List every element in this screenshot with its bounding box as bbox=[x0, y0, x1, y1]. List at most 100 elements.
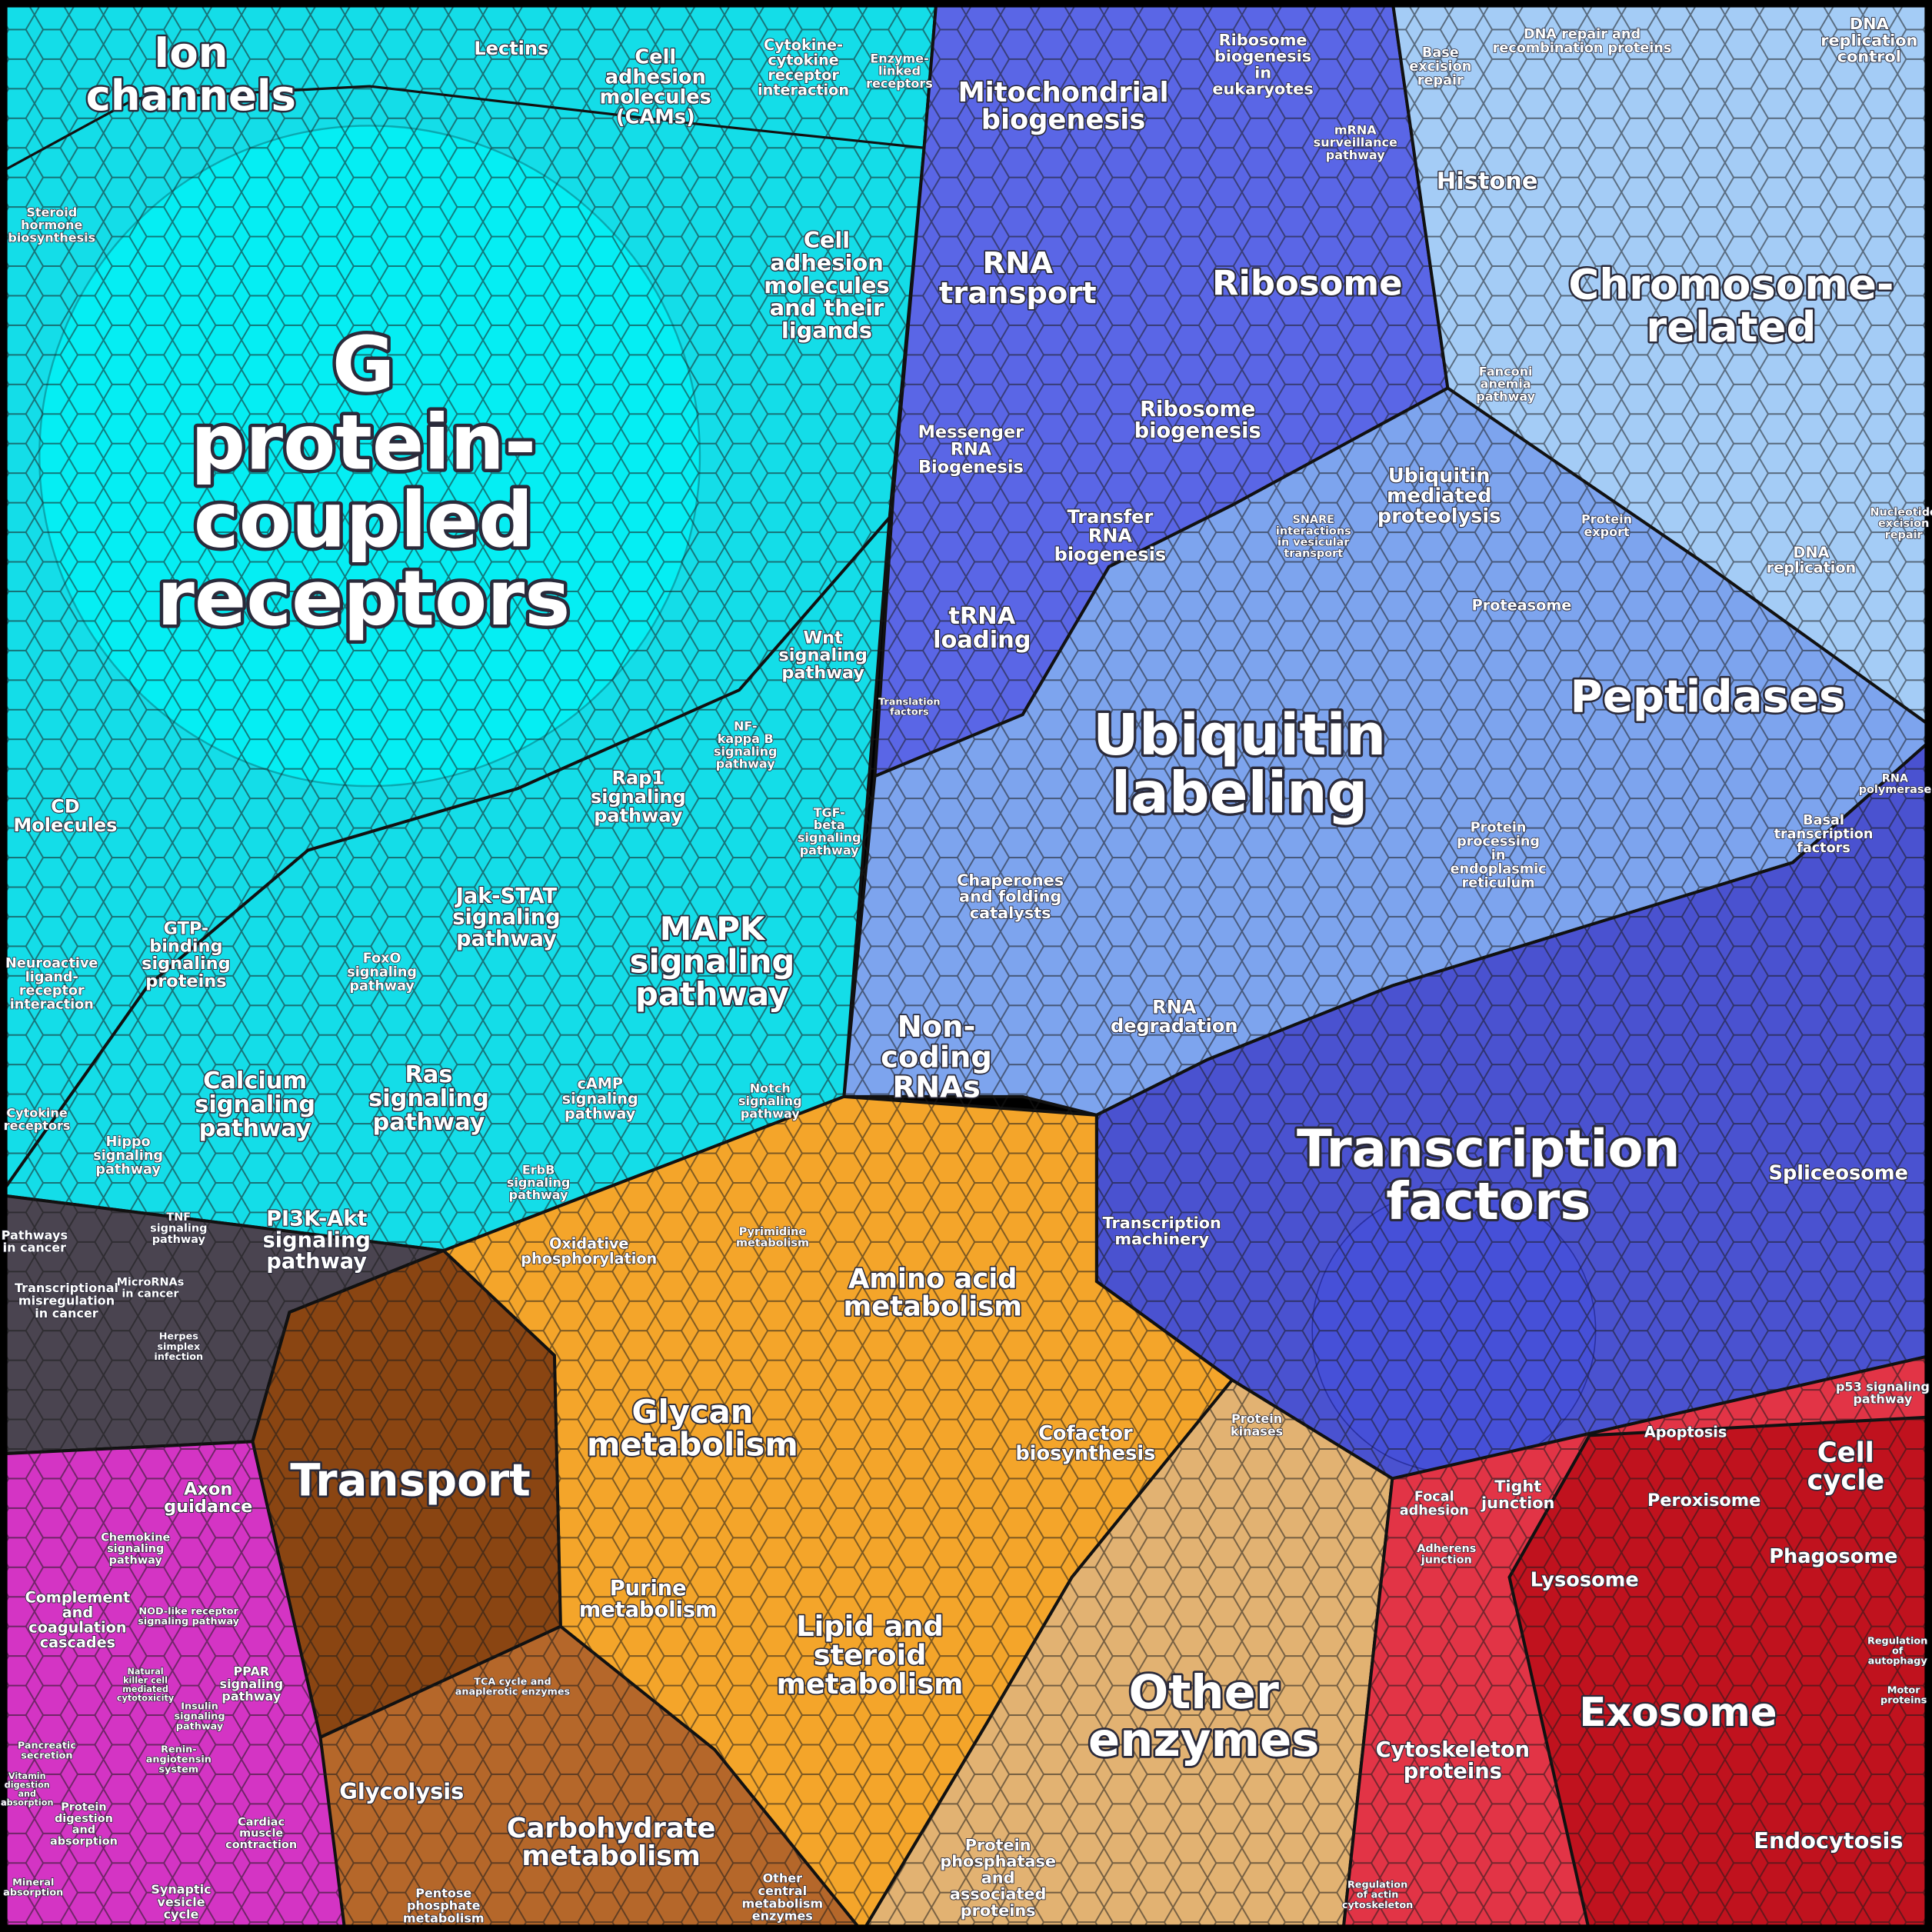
label-line: metabolism bbox=[741, 1896, 823, 1910]
label-line: degradation bbox=[1111, 1015, 1237, 1037]
region-label: Messenger RNA Biogenesis bbox=[918, 422, 1024, 478]
label-line: signaling bbox=[107, 1543, 164, 1555]
label-line: replication bbox=[1820, 31, 1917, 49]
label-line: binding bbox=[149, 936, 222, 956]
label-line: control bbox=[1837, 48, 1901, 66]
region-label: Ribosome biogenesis in eukaryotes bbox=[1212, 31, 1313, 98]
label-line: TNF bbox=[166, 1211, 191, 1224]
label-line: Nucleotide bbox=[1870, 506, 1932, 518]
label-line: pathway bbox=[222, 1689, 281, 1704]
label-line: receptors bbox=[4, 1118, 71, 1133]
label-line: RNAs bbox=[892, 1071, 980, 1105]
label-line: contraction bbox=[225, 1839, 297, 1851]
label-line: autophagy bbox=[1868, 1656, 1928, 1667]
region-label: Cofactor biosynthesis bbox=[1015, 1422, 1155, 1465]
label-line: Messenger bbox=[918, 422, 1024, 442]
label-line: Ras bbox=[405, 1061, 452, 1088]
region-label: Ribosome bbox=[1212, 263, 1402, 304]
label-line: cascades bbox=[40, 1634, 115, 1651]
label-line: factors bbox=[1797, 841, 1850, 856]
region-label: Glycan metabolism bbox=[587, 1393, 798, 1463]
label-line: signaling bbox=[562, 1090, 638, 1108]
label-line: receptors bbox=[866, 76, 933, 91]
region-label: Protein export bbox=[1581, 512, 1632, 539]
label-line: Herpes bbox=[159, 1331, 199, 1343]
label-line: Notch bbox=[750, 1081, 791, 1096]
region-label: Peptidases bbox=[1570, 671, 1845, 723]
label-line: adhesion bbox=[605, 65, 706, 88]
region-label: Basal transcription factors bbox=[1774, 813, 1874, 856]
label-line: Cardiac bbox=[238, 1816, 285, 1828]
label-line: pathway bbox=[800, 843, 859, 858]
label-line: Rap1 bbox=[612, 767, 665, 788]
region-label: Renin-angiotensin system bbox=[146, 1744, 212, 1775]
label-line: replication bbox=[1767, 558, 1856, 576]
label-line: metabolism bbox=[579, 1598, 718, 1622]
region-label: Motor proteins bbox=[1880, 1685, 1927, 1707]
label-line: Pathways bbox=[2, 1227, 68, 1242]
label-line: pathway bbox=[266, 1250, 367, 1274]
label-line: angiotensin bbox=[146, 1754, 212, 1765]
label-line: Lipid and bbox=[796, 1610, 944, 1643]
label-line: Glycan bbox=[631, 1393, 753, 1431]
label-line: pathway bbox=[781, 663, 864, 683]
label-line: Ubiquitin bbox=[1093, 703, 1386, 768]
region-label: Regulation of autophagy bbox=[1867, 1635, 1927, 1667]
region-label: ErbB signaling pathway bbox=[507, 1162, 571, 1202]
label-line: Synaptic bbox=[151, 1882, 211, 1897]
region-label: Pancreatic secretion bbox=[18, 1740, 76, 1762]
label-line: MAPK bbox=[660, 910, 766, 948]
region-label: Base excision repair bbox=[1409, 45, 1471, 88]
label-line: RNA bbox=[951, 440, 992, 460]
label-line: Other bbox=[763, 1871, 803, 1886]
label-line: mRNA bbox=[1334, 122, 1377, 137]
label-line: channels bbox=[86, 71, 296, 120]
label-line: RNA bbox=[983, 246, 1054, 281]
label-line: Translation bbox=[878, 697, 940, 708]
label-line: Phagosome bbox=[1769, 1545, 1897, 1568]
region-label: Transport bbox=[290, 1454, 531, 1506]
label-line: Cytoskeleton bbox=[1376, 1738, 1530, 1762]
label-line: pathway bbox=[594, 805, 683, 827]
region-label: SNARE interactions in vesicular transport bbox=[1276, 514, 1351, 560]
region-label: GTP-binding signaling proteins bbox=[142, 918, 230, 991]
region-label: Protein processing in endoplasmic reticulum bbox=[1451, 821, 1547, 891]
region-label: mRNA surveillance pathway bbox=[1314, 122, 1397, 162]
region-label: Nucleotide excision repair bbox=[1870, 506, 1932, 541]
label-line: and bbox=[981, 1868, 1015, 1887]
label-line: in cancer bbox=[122, 1287, 179, 1300]
label-line: molecules bbox=[764, 272, 889, 298]
label-line: cytokine bbox=[768, 51, 838, 68]
label-line: excision bbox=[1878, 518, 1929, 530]
region-label: Purine metabolism bbox=[579, 1577, 718, 1622]
label-line: cAMP bbox=[577, 1074, 622, 1092]
label-line: misregulation bbox=[18, 1294, 115, 1308]
label-line: junction bbox=[1481, 1494, 1554, 1512]
label-line: processing bbox=[1457, 834, 1540, 850]
label-line: in vesicular bbox=[1277, 536, 1350, 548]
region-label: Adherens junction bbox=[1417, 1543, 1476, 1567]
label-line: pathway bbox=[176, 1720, 224, 1732]
region-label: Regulation of actin cytoskeleton bbox=[1342, 1880, 1413, 1911]
label-line: catalysts bbox=[970, 904, 1051, 922]
region-label: Protein kinases bbox=[1231, 1411, 1283, 1438]
label-line: signaling bbox=[452, 906, 560, 930]
region-label: Cell cycle bbox=[1807, 1437, 1884, 1496]
label-line: infection bbox=[154, 1351, 203, 1363]
label-line: Biogenesis bbox=[918, 458, 1024, 478]
region-label: Endocytosis bbox=[1754, 1827, 1903, 1854]
label-line: Molecules bbox=[13, 814, 117, 836]
region-label: Steroid hormone biosynthesis bbox=[8, 205, 95, 245]
label-line: Protein bbox=[1471, 821, 1527, 836]
label-line: Cell bbox=[635, 45, 676, 68]
label-line: of actin bbox=[1357, 1890, 1399, 1901]
label-line: RNA bbox=[1088, 525, 1133, 546]
label-line: signaling pathway bbox=[138, 1616, 239, 1627]
label-line: Ribosome bbox=[1140, 398, 1255, 421]
region-label: Other enzymes bbox=[1088, 1665, 1320, 1767]
label-line: pathway bbox=[372, 1109, 485, 1136]
label-line: surveillance bbox=[1314, 135, 1397, 150]
label-line: absorption bbox=[1, 1797, 53, 1807]
label-line: Ribosome bbox=[1212, 263, 1402, 304]
